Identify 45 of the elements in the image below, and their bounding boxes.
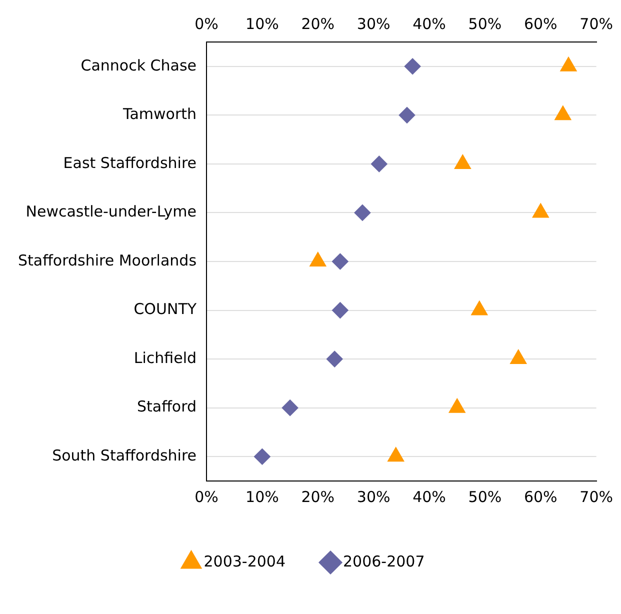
y-tick-label: Newcastle-under-Lyme: [26, 202, 197, 221]
x2-tick-label: 10%: [246, 14, 279, 33]
point: [282, 400, 298, 416]
x-tick-label: 60%: [524, 488, 558, 506]
point: [388, 448, 404, 462]
point: [354, 204, 370, 221]
y-tick-label: South Staffordshire: [52, 446, 197, 464]
point: [554, 106, 571, 120]
x2-tick-label: 50%: [468, 14, 502, 33]
x2-tick-label: 70%: [580, 14, 613, 33]
x2-tick-label: 40%: [412, 14, 446, 33]
x-tick-label: 0%: [194, 488, 218, 506]
x2-tick-label: 20%: [301, 14, 335, 33]
legend-label: 2003-2004: [204, 552, 286, 570]
x2-tick-label: 60%: [524, 14, 558, 33]
y-tick-label: Tamworth: [122, 105, 197, 124]
legend-label: 2006-2007: [343, 552, 425, 570]
point: [332, 302, 348, 318]
point: [332, 254, 348, 270]
point: [454, 154, 471, 169]
point: [532, 204, 549, 218]
x-tick-label: 50%: [468, 488, 502, 506]
point: [254, 448, 270, 465]
x-tick-label: 30%: [356, 488, 390, 506]
y-tick-label: East Staffordshire: [63, 154, 197, 172]
point: [471, 301, 488, 316]
x2-tick-label: 0%: [194, 14, 218, 33]
y-tick-label: COUNTY: [134, 300, 198, 318]
x2-tick-label: 30%: [356, 14, 390, 33]
y-tick-label: Lichfield: [134, 348, 197, 367]
point: [404, 58, 421, 74]
y-tick-label: Staffordshire Moorlands: [18, 251, 197, 270]
x-tick-label: 10%: [246, 488, 279, 506]
point: [398, 107, 415, 124]
point: [310, 252, 326, 266]
x-tick-label: 40%: [412, 488, 446, 506]
point: [326, 351, 343, 368]
point: [371, 156, 388, 172]
x-tick-label: 20%: [301, 488, 335, 506]
point: [560, 57, 576, 72]
point: [449, 398, 466, 413]
x-tick-label: 70%: [580, 488, 613, 506]
y-tick-label: Stafford: [136, 398, 197, 416]
y-tick-label: Cannock Chase: [80, 56, 197, 74]
point: [510, 350, 526, 364]
